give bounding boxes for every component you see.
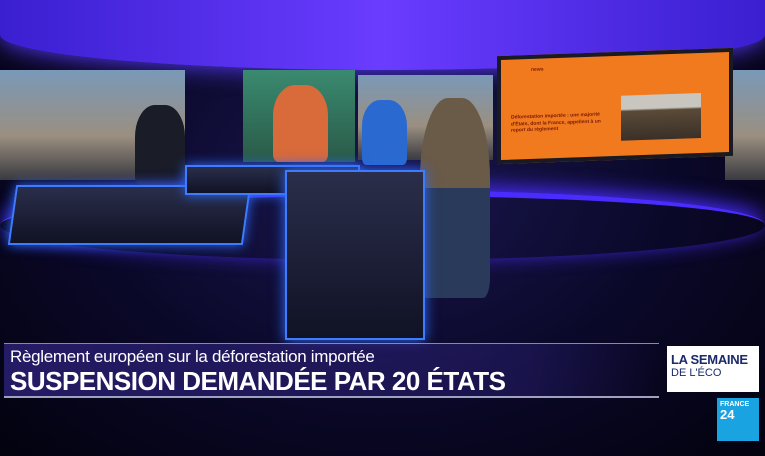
lower-third-headline: SUSPENSION DEMANDÉE PAR 20 ÉTATS [10,366,506,396]
france24-logo: FRANCE 24 [717,398,759,441]
presenter [420,98,490,298]
show-logo-line1: LA SEMAINE [671,352,748,367]
show-logo: LA SEMAINE DE L'ÉCO [667,346,759,392]
website-headline: Déforestation importée : une majorité d'… [511,111,601,134]
remote-guest [273,85,328,162]
france24-logo-number: 24 [720,407,735,422]
lower-third-banner: Règlement européen sur la déforestation … [4,343,659,398]
show-logo-line2: DE L'ÉCO [671,367,722,379]
desk [285,170,425,340]
remote-guest-video [243,70,355,162]
guest-right [362,100,407,165]
website-photo [621,92,701,141]
website-logo: news [531,66,544,73]
guest-left [135,105,185,185]
lower-third-subtitle: Règlement européen sur la déforestation … [10,347,375,366]
studio-website-screen: news Déforestation importée : une majori… [497,47,733,165]
france24-logo-text: FRANCE [720,401,750,408]
